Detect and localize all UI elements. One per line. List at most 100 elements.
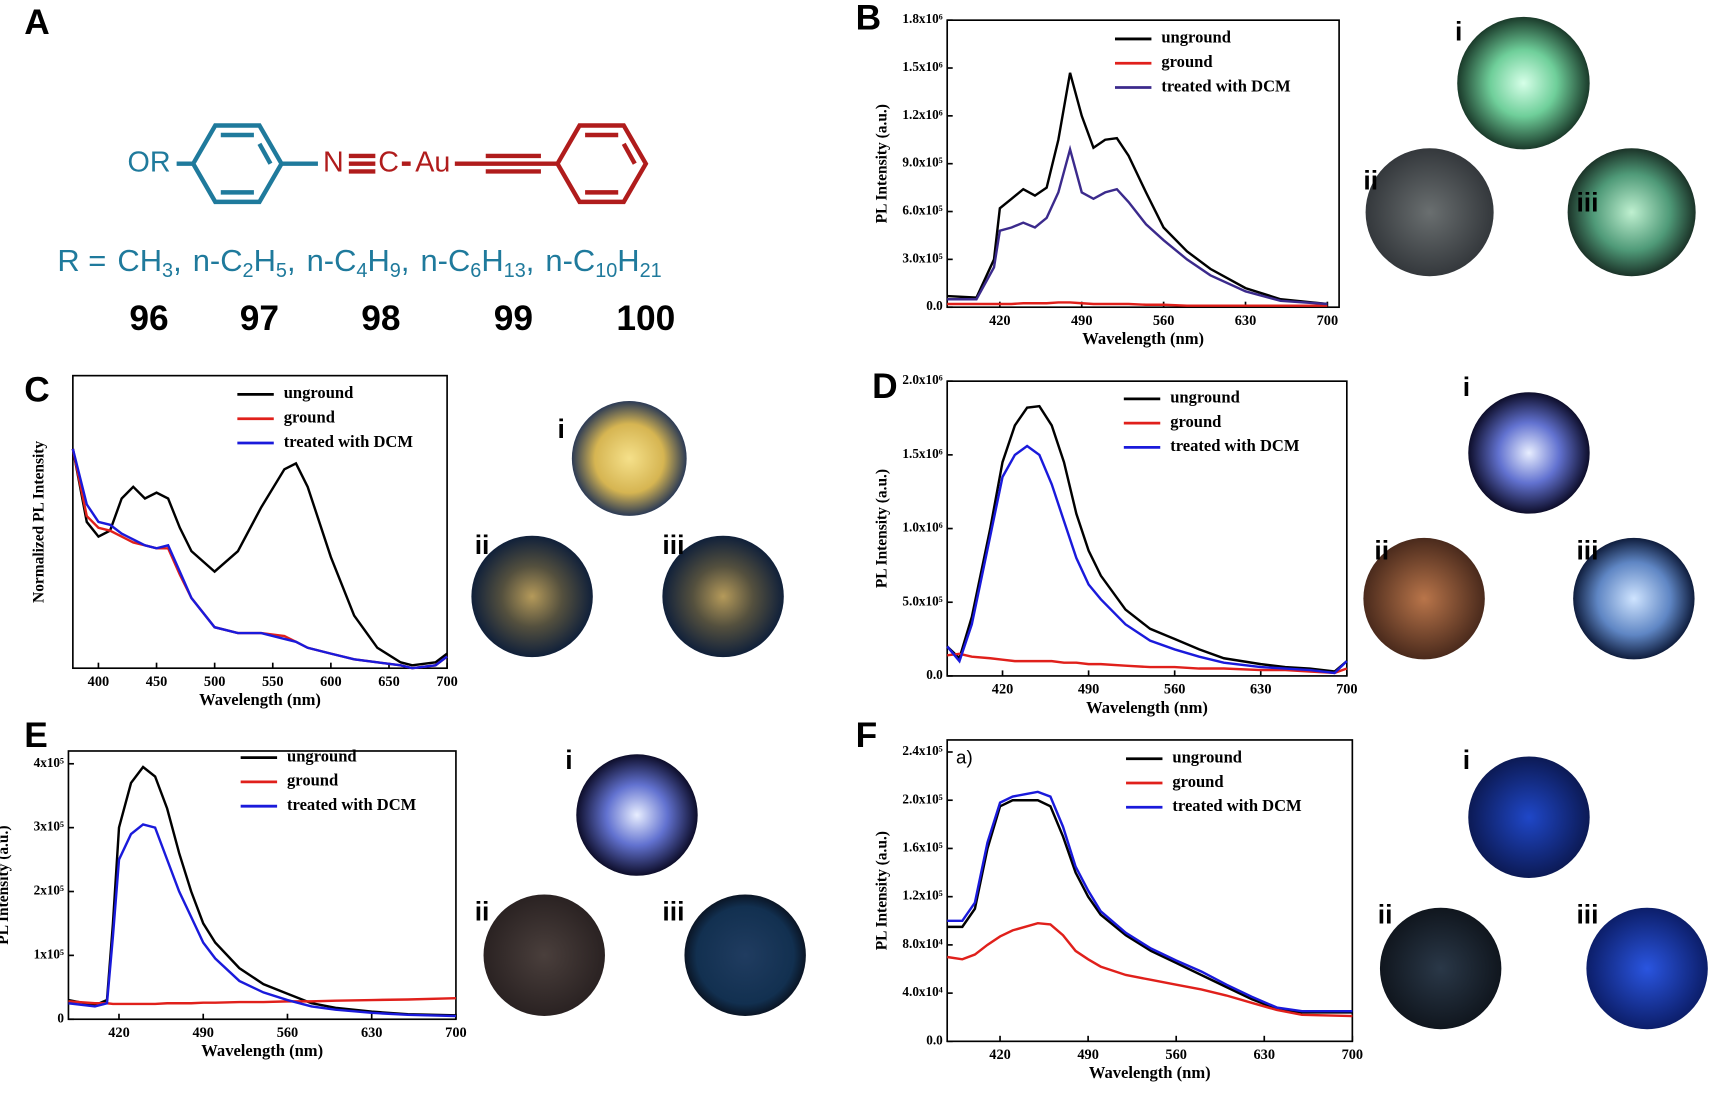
panel-a: A OR N C Au R = CH3, n-C2H5, n-C4H9, n-C6H13… [24, 3, 675, 338]
y-tick-label: 1x10⁵ [34, 946, 64, 961]
formula-text: CH [117, 243, 162, 278]
legend-label: ground [287, 771, 339, 790]
series-line [947, 799, 1353, 1014]
subscript: 5 [276, 260, 287, 282]
legend-label: treated with DCM [1170, 436, 1300, 455]
x-tick-label: 490 [1077, 1047, 1099, 1063]
benzene-ring [176, 123, 318, 205]
r-label: R = [57, 243, 106, 278]
legend-label: treated with DCM [1161, 76, 1291, 95]
subscript: 10 [595, 260, 617, 282]
y-tick-label: 1.2x10⁶ [902, 107, 942, 122]
subscript: 21 [640, 260, 662, 282]
formula-text: n-C [545, 243, 595, 278]
compound-number: 96 [129, 299, 168, 338]
subscript: 4 [356, 260, 367, 282]
y-tick-label: 8.0x10⁴ [902, 936, 942, 951]
formula-text: , [526, 243, 535, 278]
series-line [946, 444, 1348, 675]
formula-text: , [173, 243, 182, 278]
legend-label: ground [1172, 772, 1224, 791]
x-tick-label: 420 [992, 682, 1014, 698]
series-line [947, 144, 1328, 306]
x-tick-label: 450 [146, 674, 168, 690]
y-tick-label: 1.8x10⁶ [902, 11, 942, 26]
sample-photo [1573, 537, 1695, 660]
y-tick-label: 1.6x10⁵ [902, 839, 942, 854]
y-tick-label: 2.0x10⁶ [902, 372, 942, 387]
photo-label: i [1455, 16, 1462, 46]
y-tick-label: 1.2x10⁵ [902, 888, 942, 903]
series-line [68, 996, 456, 1006]
chart-panel: E 420 490 560 630 700 0 1x10⁵ 2x10⁵ 3x10⁵ 4x10⁵ Wav… [0, 716, 806, 1060]
y-axis-label: PL Intensity (a.u.) [874, 831, 891, 950]
panel-label: C [24, 371, 50, 410]
x-tick-label: 700 [1342, 1047, 1364, 1063]
chart-panel: D 420 490 560 630 700 0.0 5.0x10⁵ 1.0x10⁶ 1.5x10⁶… [872, 367, 1695, 717]
sample-photo [1468, 392, 1590, 514]
y-tick-label: 6.0x10⁵ [902, 203, 942, 218]
formula-text: , [401, 243, 410, 278]
series-line [71, 448, 448, 670]
x-axis-label: Wavelength (nm) [1089, 1063, 1211, 1082]
sample-photo [1468, 756, 1590, 878]
y-tick-label: 2x10⁵ [34, 883, 64, 898]
subscript: 6 [470, 260, 481, 282]
photo-label: ii [1363, 165, 1378, 195]
series-line [947, 652, 1348, 675]
panel-label: D [872, 367, 898, 406]
series-line [68, 765, 456, 1017]
legend-label: unground [287, 746, 357, 765]
legend-label: treated with DCM [287, 795, 417, 814]
x-tick-label: 630 [1250, 682, 1272, 698]
x-tick-label: 630 [361, 1025, 383, 1041]
subscript: 13 [504, 260, 526, 282]
formula-text: H [254, 243, 276, 278]
series-line [947, 301, 1328, 307]
y-tick-label: 0.0 [926, 667, 943, 682]
panel-label: A [24, 3, 50, 42]
panel-label: B [856, 0, 882, 38]
x-tick-label: 700 [445, 1025, 467, 1041]
y-tick-label: 4x10⁵ [34, 755, 64, 770]
legend-label: unground [1172, 748, 1242, 767]
y-tick-label: 3.0x10⁵ [902, 250, 942, 265]
series-line [946, 404, 1348, 673]
subscript: 3 [162, 260, 173, 282]
x-tick-label: 560 [1165, 1047, 1187, 1063]
plot-frame [72, 374, 448, 670]
x-tick-label: 700 [1336, 682, 1358, 698]
photo-label: ii [475, 530, 490, 560]
x-tick-label: 560 [1164, 682, 1186, 698]
y-tick-label: 2.4x10⁵ [902, 743, 942, 758]
substituent: OR [128, 146, 171, 178]
compound-numbers: 96 97 98 99 100 [129, 299, 675, 338]
r-group-line: R = CH3, n-C2H5, n-C4H9, n-C6H13, n-C10H21 [57, 243, 661, 282]
legend-label: ground [1170, 412, 1222, 431]
atom-c: C [378, 146, 399, 178]
subscript: 9 [390, 260, 401, 282]
x-tick-label: 420 [989, 313, 1011, 329]
plot-frame [946, 380, 1348, 677]
series-line [947, 921, 1353, 1018]
photo-label: iii [662, 896, 684, 926]
sample-photo [662, 535, 784, 658]
y-axis-label: Normalized PL Intensity [30, 441, 47, 603]
series-line [947, 790, 1353, 1013]
x-tick-label: 490 [1078, 682, 1100, 698]
photo-label: iii [1576, 188, 1598, 218]
x-tick-label: 420 [108, 1025, 130, 1041]
panel-label: F [856, 716, 878, 755]
formula-text: H [617, 243, 639, 278]
bonds [348, 123, 649, 205]
x-tick-label: 490 [1071, 313, 1093, 329]
x-axis-label: Wavelength (nm) [199, 690, 321, 709]
series-line [71, 448, 448, 667]
x-tick-label: 630 [1235, 313, 1257, 329]
y-axis-label: PL Intensity (a.u.) [874, 469, 891, 588]
y-tick-label: 0.0 [926, 1032, 943, 1047]
x-axis-label: Wavelength (nm) [1082, 329, 1204, 348]
